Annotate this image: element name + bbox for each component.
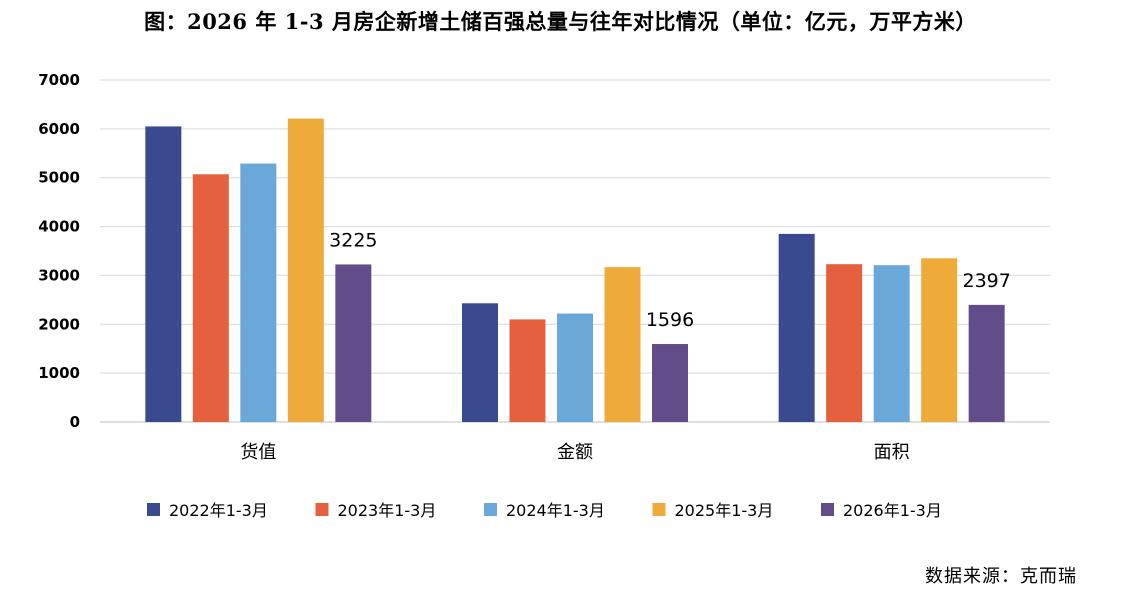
x-axis: 货值 金额 面积 xyxy=(240,442,909,463)
y-tick-label: 1000 xyxy=(38,364,80,382)
bar xyxy=(192,174,229,422)
bar xyxy=(652,344,688,422)
source-note: 数据来源：克而瑞 xyxy=(925,566,1077,587)
legend-label: 2023年1-3月 xyxy=(338,501,437,520)
bar xyxy=(509,319,546,422)
bar xyxy=(335,264,372,422)
bar xyxy=(968,304,1005,422)
bar xyxy=(921,258,958,422)
bar xyxy=(145,126,182,423)
bar xyxy=(826,264,863,422)
y-axis: 0 1000 2000 3000 4000 5000 6000 7000 xyxy=(38,71,80,431)
x-category-label: 货值 xyxy=(240,442,276,463)
bar xyxy=(462,303,498,422)
bar xyxy=(287,118,324,423)
legend-item: 2023年1-3月 xyxy=(315,501,437,520)
y-tick-label: 4000 xyxy=(38,218,80,236)
legend-label: 2022年1-3月 xyxy=(169,501,268,520)
legend-item: 2025年1-3月 xyxy=(652,501,774,520)
x-category-label: 金额 xyxy=(557,442,593,463)
data-label: 3225 xyxy=(329,229,377,251)
data-label: 1596 xyxy=(646,309,694,331)
chart-title: 图：2026 年 1-3 月房企新增土储百强总量与往年对比情况（单位：亿元，万平… xyxy=(144,9,977,34)
legend-swatch xyxy=(652,503,666,516)
bar xyxy=(240,163,277,422)
bar xyxy=(604,267,641,422)
legend-item: 2026年1-3月 xyxy=(821,501,942,520)
legend-label: 2024年1-3月 xyxy=(506,501,605,520)
legend: 2022年1-3月 2023年1-3月 2024年1-3月 2025年1-3月 2026… xyxy=(147,501,942,520)
bar xyxy=(873,265,910,422)
bar xyxy=(778,233,815,422)
legend-label: 2025年1-3月 xyxy=(675,501,774,520)
data-label: 2397 xyxy=(962,270,1010,292)
bars xyxy=(145,118,1005,423)
legend-label: 2026年1-3月 xyxy=(843,501,942,520)
y-tick-label: 6000 xyxy=(38,120,80,138)
legend-item: 2022年1-3月 xyxy=(147,501,268,520)
y-tick-label: 5000 xyxy=(38,169,80,187)
y-tick-label: 0 xyxy=(70,413,80,431)
bar xyxy=(557,313,593,422)
y-tick-label: 3000 xyxy=(38,266,80,284)
data-labels: 3225 1596 2397 xyxy=(329,229,1011,331)
legend-swatch xyxy=(484,503,497,516)
legend-item: 2024年1-3月 xyxy=(484,501,605,520)
legend-swatch xyxy=(821,503,834,516)
x-category-label: 面积 xyxy=(874,442,910,463)
legend-swatch xyxy=(315,503,329,516)
y-tick-label: 7000 xyxy=(38,71,80,89)
legend-swatch xyxy=(147,503,160,516)
y-tick-label: 2000 xyxy=(38,315,80,333)
